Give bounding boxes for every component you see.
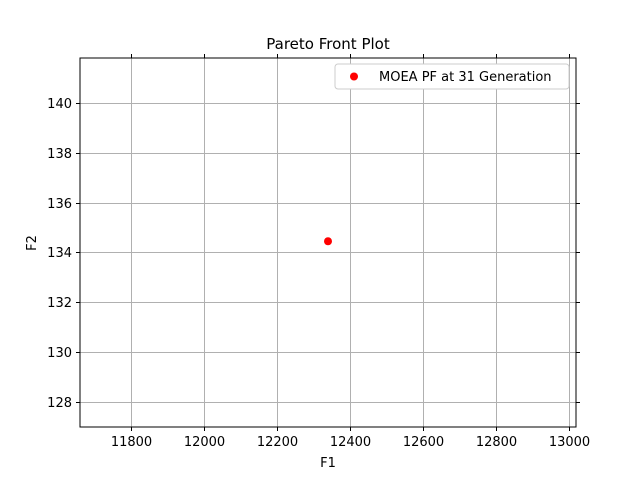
grid-layer — [80, 58, 576, 427]
y-axis-label: F2 — [25, 235, 40, 251]
y-tick-label: 138 — [47, 147, 72, 162]
chart-title: Pareto Front Plot — [266, 35, 390, 53]
legend: MOEA PF at 31 Generation — [334, 63, 570, 90]
legend-label: MOEA PF at 31 Generation — [379, 70, 552, 85]
x-axis-label: F1 — [320, 456, 336, 471]
legend-box — [334, 63, 570, 90]
legend-marker — [350, 72, 358, 81]
y-tick-label: 130 — [47, 346, 72, 361]
plot-frame — [79, 57, 577, 428]
y-tick-label: 136 — [47, 197, 72, 212]
x-tick-label: 12200 — [257, 435, 298, 450]
y-tick-label: 128 — [47, 396, 72, 411]
x-tick-label: 12000 — [184, 435, 225, 450]
x-tick-label: 12600 — [403, 435, 444, 450]
tick-layer: 11800 12000 12200 12400 12600 12800 13000 128 13… — [47, 54, 590, 450]
x-tick-label: 12800 — [476, 435, 517, 450]
y-tick-label: 132 — [47, 296, 72, 311]
data-point — [324, 237, 332, 246]
y-tick-label: 134 — [47, 246, 72, 261]
x-tick-label: 13000 — [549, 435, 590, 450]
points-layer — [324, 237, 332, 246]
y-tick-label: 140 — [47, 97, 72, 112]
x-tick-label: 11800 — [111, 435, 152, 450]
x-tick-label: 12400 — [330, 435, 371, 450]
